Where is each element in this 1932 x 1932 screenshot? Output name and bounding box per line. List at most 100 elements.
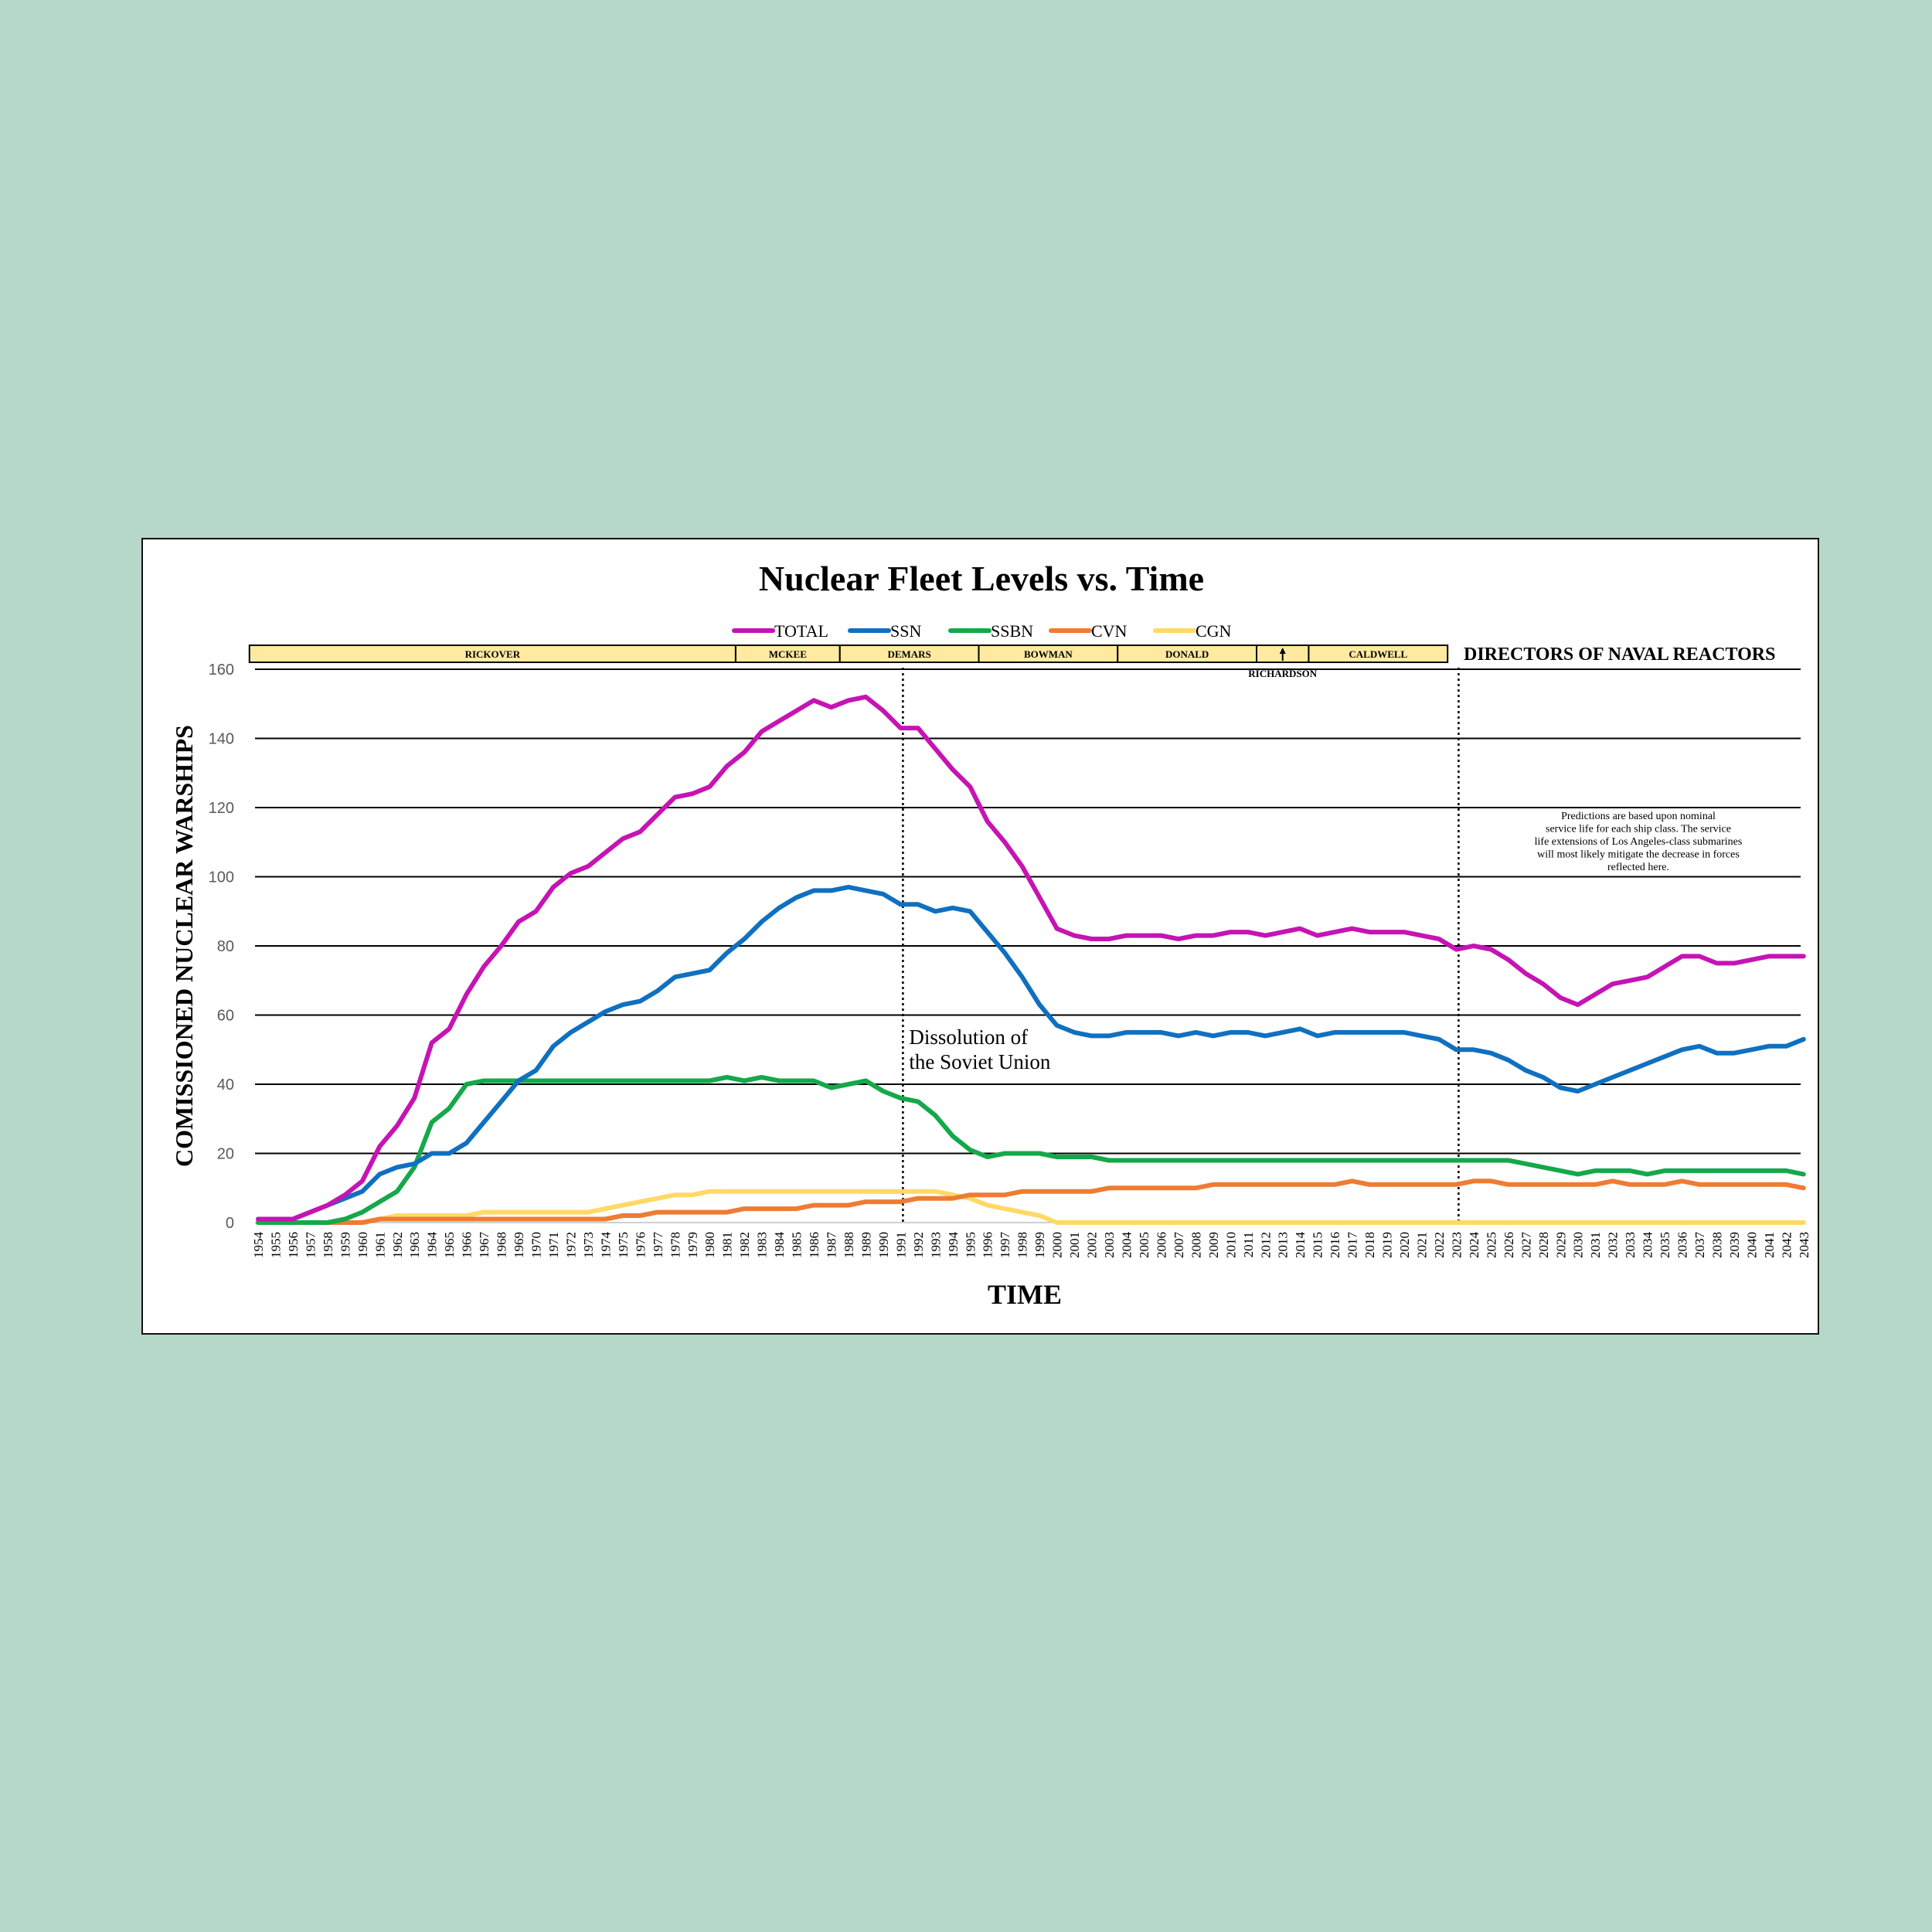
x-tick-label: 1955 <box>268 1232 283 1258</box>
prediction-note-line: Predictions are based upon nominal <box>1561 811 1716 822</box>
x-tick-label: 2020 <box>1397 1232 1412 1258</box>
x-tick-label: 2040 <box>1744 1232 1759 1258</box>
x-tick-label: 1989 <box>859 1232 873 1258</box>
x-tick-label: 1964 <box>425 1232 440 1259</box>
x-tick-label: 1986 <box>807 1232 821 1258</box>
x-tick-label: 1987 <box>825 1232 839 1259</box>
x-tick-label: 1961 <box>372 1232 387 1258</box>
y-tick-label: 40 <box>217 1077 234 1094</box>
y-axis-ticks: 0 20 40 60 80 100 120 140 160 <box>209 662 234 1232</box>
x-tick-label: 1963 <box>407 1232 422 1258</box>
y-axis-label: COMISSIONED NUCLEAR WARSHIPS <box>170 725 198 1167</box>
x-tick-label: 2034 <box>1641 1232 1655 1259</box>
prediction-note-line: reflected here. <box>1607 862 1669 873</box>
x-tick-label: 1988 <box>842 1232 856 1258</box>
x-tick-label: 1982 <box>737 1232 752 1258</box>
y-tick-label: 80 <box>217 938 234 955</box>
x-tick-label: 1965 <box>442 1232 457 1258</box>
director-segment <box>1308 645 1449 663</box>
series-line-ssbn <box>256 1075 1806 1225</box>
x-tick-label: 1978 <box>668 1232 682 1258</box>
legend-label: SSN <box>890 621 921 641</box>
x-tick-label: 2013 <box>1276 1232 1291 1258</box>
x-tick-label: 1972 <box>563 1232 578 1258</box>
x-tick-label: 2035 <box>1658 1232 1672 1258</box>
x-tick-label: 1998 <box>1015 1232 1030 1258</box>
line-chart: Nuclear Fleet Levels vs. Time TOTAL SSN SS… <box>170 559 1811 1310</box>
x-axis-label: TIME <box>988 1279 1062 1310</box>
y-tick-label: 100 <box>209 869 234 886</box>
prediction-note-line: life extensions of Los Angeles-class sub… <box>1535 836 1743 848</box>
richardson-arrow-head <box>1279 648 1286 654</box>
event-label-line2: the Soviet Union <box>909 1050 1050 1073</box>
x-tick-label: 2019 <box>1380 1232 1395 1258</box>
x-tick-label: 2008 <box>1189 1232 1203 1258</box>
x-tick-label: 1979 <box>685 1232 700 1258</box>
x-tick-label: 2029 <box>1553 1232 1568 1258</box>
x-tick-label: 2021 <box>1414 1232 1429 1258</box>
x-tick-label: 2033 <box>1623 1232 1638 1258</box>
x-tick-label: 2041 <box>1762 1232 1777 1258</box>
x-tick-label: 2002 <box>1085 1232 1100 1258</box>
x-tick-label: 2028 <box>1536 1232 1551 1258</box>
x-tick-label: 1956 <box>286 1232 301 1258</box>
x-tick-label: 1954 <box>251 1232 266 1259</box>
x-tick-label: 2024 <box>1467 1232 1481 1259</box>
x-tick-label: 2025 <box>1484 1232 1498 1258</box>
x-tick-label: 1970 <box>529 1232 544 1258</box>
y-tick-label: 60 <box>217 1008 234 1025</box>
series-line-total <box>256 694 1806 1222</box>
directors-band: RICKOVER MCKEE DEMARS BOWMAN DONALD CALDWELL R… <box>248 645 1449 679</box>
x-tick-label: 1994 <box>946 1232 961 1259</box>
x-tick-label: 2016 <box>1328 1232 1342 1258</box>
chart-legend: TOTAL SSN SSBN CVN CGN <box>732 621 1232 641</box>
director-label: RICKOVER <box>465 648 521 660</box>
x-tick-label: 1977 <box>651 1232 665 1259</box>
x-tick-label: 2014 <box>1293 1232 1308 1259</box>
x-tick-label: 1993 <box>928 1232 943 1258</box>
x-tick-label: 2038 <box>1709 1232 1724 1258</box>
x-tick-label: 2009 <box>1206 1232 1221 1258</box>
chart-panel: Nuclear Fleet Levels vs. Time TOTAL SSN SS… <box>141 538 1819 1335</box>
director-label: DEMARS <box>887 648 930 660</box>
director-label: DONALD <box>1165 648 1209 660</box>
x-tick-label: 1981 <box>720 1232 735 1258</box>
prediction-note: Predictions are based upon nominal servic… <box>1535 811 1743 873</box>
x-tick-label: 2003 <box>1102 1232 1117 1258</box>
x-tick-label: 2015 <box>1311 1232 1325 1258</box>
x-tick-label: 2030 <box>1571 1232 1586 1258</box>
y-tick-label: 120 <box>209 800 234 817</box>
x-tick-label: 1996 <box>981 1232 995 1258</box>
x-tick-label: 1991 <box>893 1232 908 1258</box>
legend-label: TOTAL <box>774 621 828 641</box>
x-tick-label: 1967 <box>477 1232 492 1259</box>
x-tick-label: 1992 <box>911 1232 926 1258</box>
x-tick-label: 2001 <box>1067 1232 1082 1258</box>
x-tick-label: 2010 <box>1223 1232 1238 1258</box>
series-line-cvn <box>256 1179 1806 1225</box>
x-tick-label: 1958 <box>321 1232 335 1258</box>
x-axis-ticks: 1954 1955 1956 1957 1958 1959 1960 1961 1962 1963… <box>251 1232 1811 1259</box>
x-tick-label: 1974 <box>598 1232 613 1259</box>
series-line-cgn <box>256 1189 1806 1225</box>
y-tick-label: 20 <box>217 1146 234 1163</box>
x-tick-label: 1973 <box>581 1232 596 1258</box>
x-tick-label: 1960 <box>355 1232 370 1258</box>
x-tick-label: 2037 <box>1692 1232 1707 1259</box>
director-label: CALDWELL <box>1349 648 1407 660</box>
y-tick-label: 0 <box>226 1215 234 1232</box>
y-tick-label: 140 <box>209 731 234 748</box>
richardson-label: RICHARDSON <box>1248 668 1317 679</box>
series-line-ssn <box>256 884 1806 1222</box>
x-tick-label: 2006 <box>1154 1232 1168 1258</box>
x-tick-label: 1997 <box>998 1232 1012 1259</box>
x-tick-label: 1971 <box>546 1232 561 1258</box>
x-tick-label: 2004 <box>1120 1232 1134 1259</box>
chart-title: Nuclear Fleet Levels vs. Time <box>759 559 1204 598</box>
x-tick-label: 1980 <box>702 1232 717 1258</box>
x-tick-label: 1976 <box>633 1232 648 1258</box>
x-tick-label: 1957 <box>303 1232 318 1259</box>
x-tick-label: 2018 <box>1362 1232 1377 1258</box>
y-tick-label: 160 <box>209 662 234 679</box>
x-tick-label: 2036 <box>1675 1232 1690 1258</box>
